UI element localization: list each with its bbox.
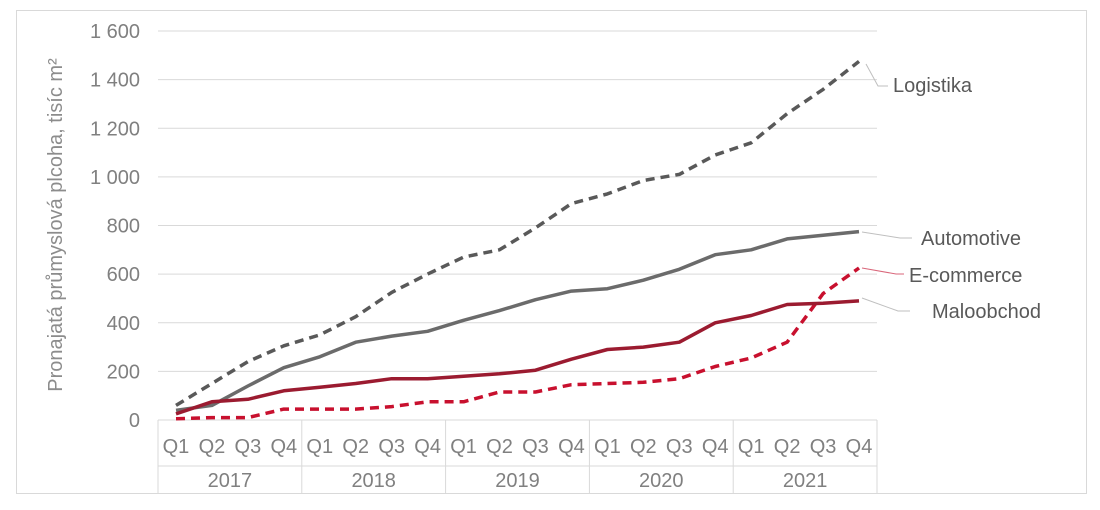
x-axis: Q1 Q2 Q3 Q4 Q1 Q2 Q3 Q4 Q1 Q2 Q3 Q4 Q1 Q2 Q3 Q4 Q1 Q2 Q3 Q4… <box>157 420 878 494</box>
series-lines <box>175 60 861 421</box>
leader-line-ecommerce <box>861 267 904 275</box>
year-label: 2017 <box>208 470 253 492</box>
x-tick-label: Q1 <box>738 436 765 458</box>
x-tick-label: Q3 <box>810 436 837 458</box>
x-tick-label: Q4 <box>846 436 873 458</box>
x-tick-label: Q1 <box>306 436 333 458</box>
y-axis-ticks: 0 200 400 600 800 1 000 1 200 1 400 1 600 <box>90 21 140 432</box>
x-tick-label: Q3 <box>522 436 549 458</box>
y-tick-label: 800 <box>107 216 140 238</box>
leader-line-automotive <box>861 231 912 239</box>
x-tick-label: Q4 <box>558 436 585 458</box>
y-tick-label: 0 <box>129 410 140 432</box>
x-tick-label: Q1 <box>450 436 477 458</box>
x-tick-label: Q1 <box>163 436 190 458</box>
x-tick-label: Q4 <box>414 436 441 458</box>
y-tick-label: 400 <box>107 313 140 335</box>
y-tick-label: 200 <box>107 361 140 383</box>
y-tick-label: 1 200 <box>90 118 140 140</box>
series-label-maloobchod: Maloobchod <box>932 301 1041 323</box>
x-tick-label: Q1 <box>594 436 621 458</box>
series-line-logistika <box>175 60 861 407</box>
gridlines <box>158 30 877 421</box>
x-tick-label: Q2 <box>342 436 369 458</box>
y-tick-label: 1 600 <box>90 21 140 43</box>
y-tick-label: 1 000 <box>90 167 140 189</box>
chart-frame <box>16 10 1087 494</box>
series-line-ecommerce <box>175 266 861 421</box>
leader-line-maloobchod <box>861 297 910 312</box>
x-tick-label: Q2 <box>199 436 226 458</box>
y-tick-label: 600 <box>107 264 140 286</box>
series-labels: Logistika Automotive E-commerce Maloobchod <box>893 75 1041 323</box>
x-tick-label: Q3 <box>666 436 693 458</box>
year-label: 2019 <box>495 470 540 492</box>
x-tick-label: Q3 <box>235 436 262 458</box>
year-label: 2018 <box>351 470 396 492</box>
year-label: 2021 <box>783 470 828 492</box>
x-tick-label: Q2 <box>630 436 657 458</box>
series-line-automotive <box>175 229 860 413</box>
y-tick-label: 1 400 <box>90 70 140 92</box>
series-line-maloobchod <box>175 299 860 416</box>
leader-line-logistika <box>865 63 888 87</box>
x-tick-label: Q2 <box>774 436 801 458</box>
series-label-ecommerce: E-commerce <box>909 265 1022 287</box>
series-label-logistika: Logistika <box>893 75 973 97</box>
y-axis-title: Pronajatá průmyslová plcoha, tisíc m² <box>45 58 67 392</box>
x-tick-label: Q4 <box>270 436 297 458</box>
legend-leaders <box>861 63 912 312</box>
year-label: 2020 <box>639 470 684 492</box>
x-tick-label: Q3 <box>378 436 405 458</box>
x-tick-label: Q4 <box>702 436 729 458</box>
series-label-automotive: Automotive <box>921 228 1021 250</box>
x-tick-label: Q2 <box>486 436 513 458</box>
